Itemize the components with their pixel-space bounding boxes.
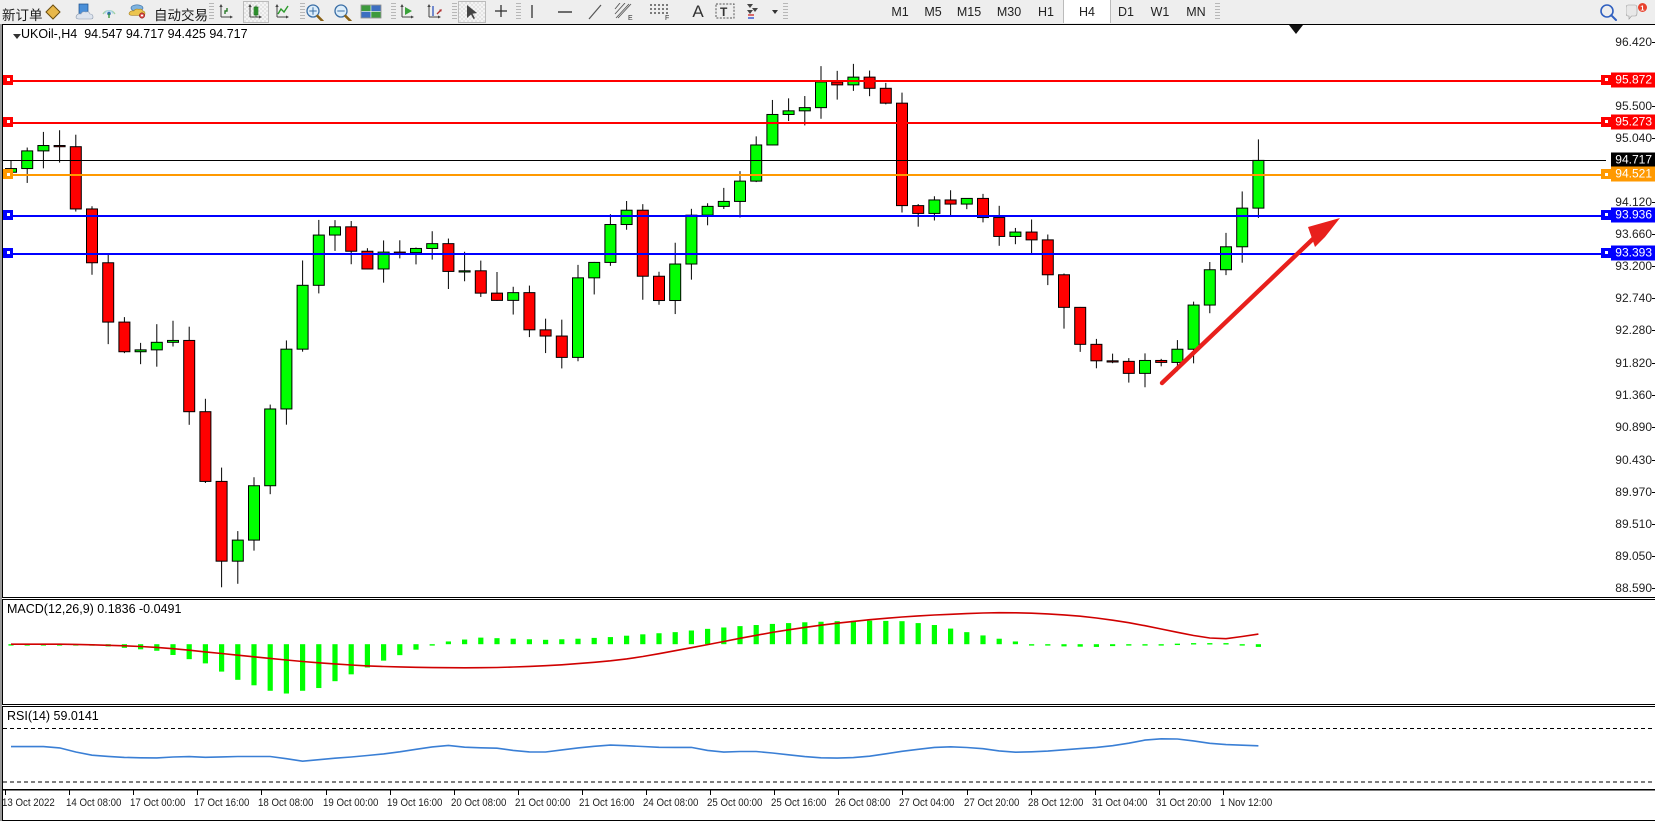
svg-text:E: E <box>628 15 633 21</box>
svg-text:1: 1 <box>1640 4 1644 13</box>
svg-text:F: F <box>665 15 669 21</box>
svg-text:T: T <box>720 5 728 19</box>
